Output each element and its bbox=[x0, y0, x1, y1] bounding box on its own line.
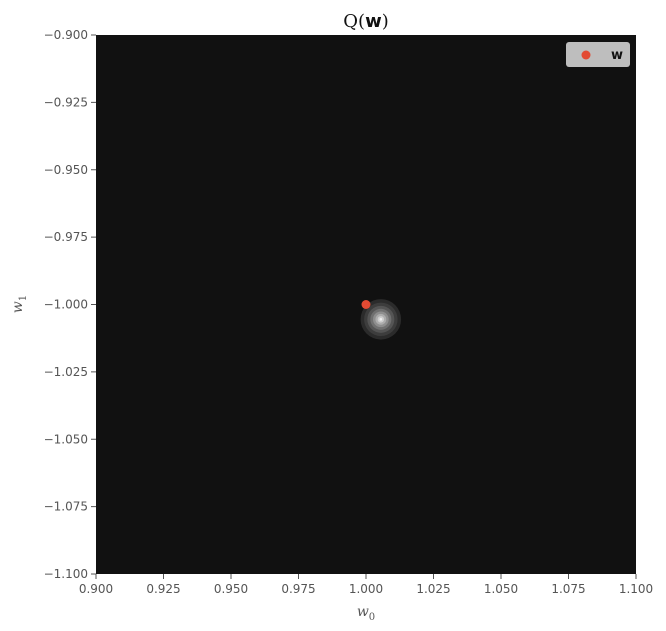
x-tick-label: 1.025 bbox=[416, 582, 450, 596]
x-tick-label: 1.000 bbox=[349, 582, 383, 596]
contour-levels bbox=[360, 299, 402, 340]
data-point-w bbox=[361, 300, 371, 309]
x-tick-label: 0.950 bbox=[214, 582, 248, 596]
x-tick-label: 1.100 bbox=[619, 582, 653, 596]
x-tick-label: 1.075 bbox=[551, 582, 585, 596]
y-tick-label: −1.100 bbox=[44, 567, 88, 581]
x-axis-label: w0 bbox=[357, 604, 375, 623]
y-axis-label: w1 bbox=[10, 295, 29, 313]
y-tick-label: −0.975 bbox=[44, 230, 88, 244]
y-tick-label: −0.900 bbox=[44, 28, 88, 42]
chart-title-arg: w bbox=[365, 11, 382, 32]
x-tick-label: 1.050 bbox=[484, 582, 518, 596]
x-tick-label: 0.975 bbox=[281, 582, 315, 596]
contour-level-7 bbox=[379, 317, 383, 321]
y-tick-label: −1.050 bbox=[44, 432, 88, 446]
legend-box bbox=[566, 42, 630, 67]
y-tick-label: −1.000 bbox=[44, 298, 88, 312]
x-axis-ticks: 0.900 0.925 0.950 0.975 1.000 1.025 1.050 1.075… bbox=[79, 574, 653, 596]
y-axis-ticks: −0.900 −0.925 −0.950 −0.975 −1.000 −1.025 −1.0… bbox=[44, 28, 96, 581]
legend-marker bbox=[581, 50, 591, 60]
y-tick-label: −1.025 bbox=[44, 365, 88, 379]
x-tick-label: 0.900 bbox=[79, 582, 113, 596]
chart-title-main: Q bbox=[343, 11, 358, 32]
chart-title: Q(w) bbox=[343, 11, 388, 32]
x-tick-label: 0.925 bbox=[146, 582, 180, 596]
legend-label: w bbox=[611, 48, 623, 63]
legend: w bbox=[566, 42, 630, 67]
y-tick-label: −0.925 bbox=[44, 95, 88, 109]
y-tick-label: −0.950 bbox=[44, 163, 88, 177]
y-tick-label: −1.075 bbox=[44, 500, 88, 514]
data-points bbox=[361, 300, 371, 309]
